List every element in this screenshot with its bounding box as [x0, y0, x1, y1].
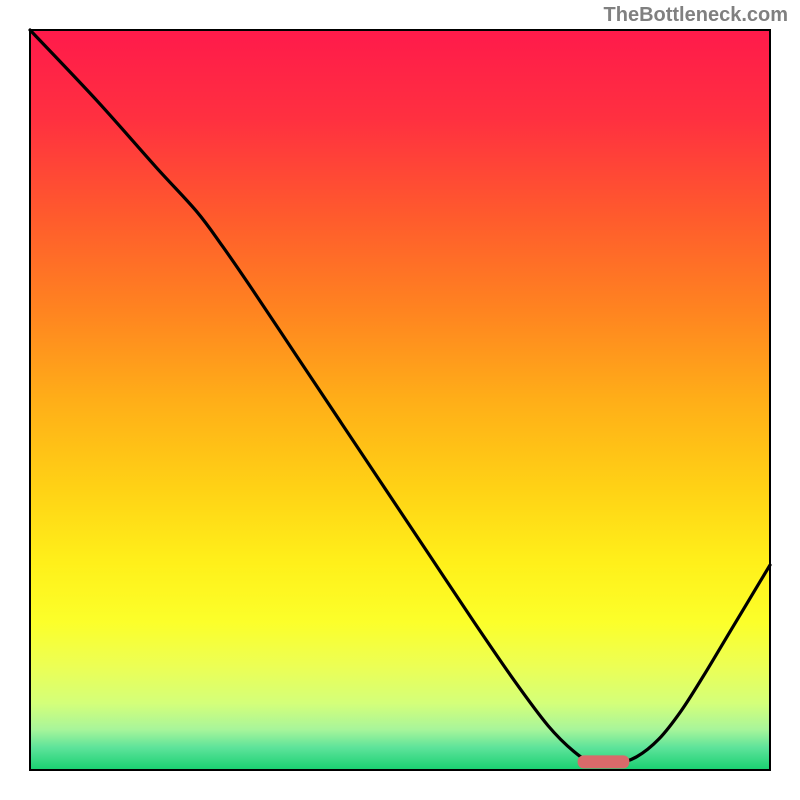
gradient-background	[30, 30, 770, 770]
plot-area	[30, 30, 770, 770]
optimal-range-marker	[578, 755, 630, 768]
bottleneck-chart	[0, 0, 800, 800]
watermark-text: TheBottleneck.com	[604, 4, 788, 27]
chart-container: TheBottleneck.com	[0, 0, 800, 800]
